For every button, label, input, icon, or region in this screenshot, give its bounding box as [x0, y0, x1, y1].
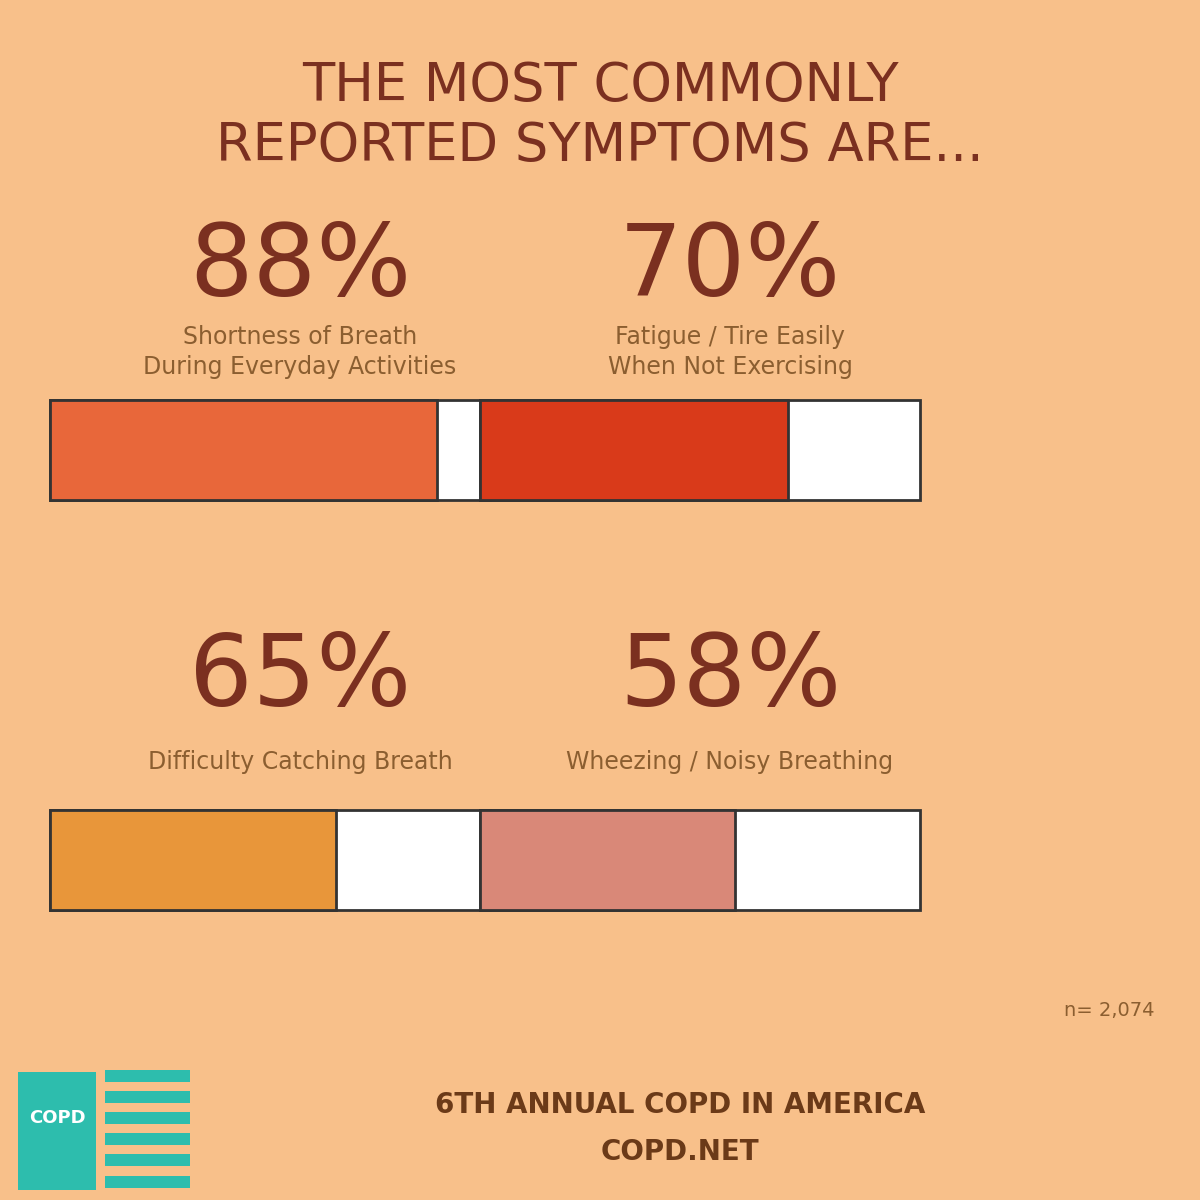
Bar	[106, 1112, 190, 1124]
Text: THE MOST COMMONLY: THE MOST COMMONLY	[301, 60, 899, 112]
Text: REPORTED SYMPTOMS ARE...: REPORTED SYMPTOMS ARE...	[216, 120, 984, 172]
Text: When Not Exercising: When Not Exercising	[607, 355, 852, 379]
Text: COPD.NET: COPD.NET	[601, 1138, 760, 1166]
Bar	[50, 810, 490, 910]
Bar	[480, 810, 920, 910]
Bar	[106, 1091, 190, 1103]
Text: Wheezing / Noisy Breathing: Wheezing / Noisy Breathing	[566, 750, 894, 774]
Bar	[106, 1070, 190, 1082]
Text: 58%: 58%	[619, 630, 841, 727]
Bar	[480, 810, 736, 910]
Bar	[106, 1154, 190, 1166]
Bar	[50, 400, 437, 500]
Text: During Everyday Activities: During Everyday Activities	[143, 355, 457, 379]
Bar	[106, 1133, 190, 1145]
Text: Fatigue / Tire Easily: Fatigue / Tire Easily	[616, 325, 845, 349]
Text: 88%: 88%	[188, 220, 412, 317]
Bar	[50, 400, 490, 500]
Bar	[106, 1176, 190, 1188]
Bar	[480, 400, 788, 500]
Text: 6TH ANNUAL COPD IN AMERICA: 6TH ANNUAL COPD IN AMERICA	[434, 1091, 925, 1118]
Text: Difficulty Catching Breath: Difficulty Catching Breath	[148, 750, 452, 774]
Text: COPD: COPD	[29, 1109, 85, 1127]
Bar	[18, 1072, 96, 1190]
Text: Shortness of Breath: Shortness of Breath	[182, 325, 418, 349]
Text: 65%: 65%	[188, 630, 412, 727]
Text: 70%: 70%	[619, 220, 841, 317]
Bar	[480, 400, 920, 500]
Text: n= 2,074: n= 2,074	[1064, 1001, 1154, 1020]
Bar	[50, 810, 336, 910]
